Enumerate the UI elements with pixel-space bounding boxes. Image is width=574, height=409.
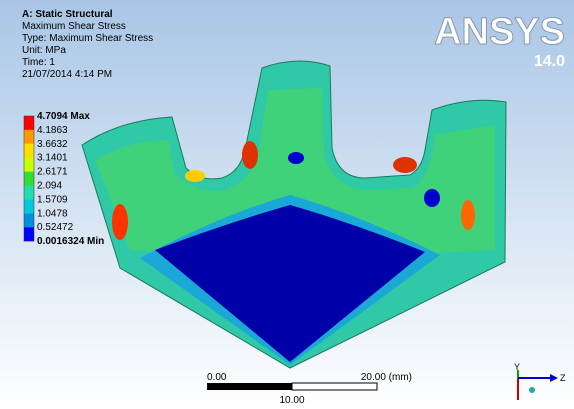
scale-left: 0.00 — [207, 372, 227, 383]
scale-black — [207, 383, 292, 390]
legend-label: 1.0478 — [37, 208, 68, 219]
legend-swatch — [24, 227, 34, 241]
legend-label: 0.52472 — [37, 222, 74, 233]
legend-label: 3.1401 — [37, 153, 68, 164]
legend-swatch — [24, 116, 34, 130]
hot-spot — [112, 204, 128, 240]
viewport: A: Static Structural Maximum Shear Stres… — [0, 0, 574, 409]
legend-swatch — [24, 158, 34, 172]
legend-label: 4.1863 — [37, 125, 68, 136]
logo-version: 14.0 — [534, 53, 565, 70]
header-line: Type: Maximum Shear Stress — [22, 33, 153, 44]
hot-spot — [242, 141, 258, 169]
legend-label: 3.6632 — [37, 139, 68, 150]
header-line: Maximum Shear Stress — [22, 21, 126, 32]
legend-swatch — [24, 186, 34, 200]
header-line: Unit: MPa — [22, 45, 66, 56]
legend-swatch — [24, 172, 34, 186]
scale-middle: 10.00 — [279, 395, 304, 406]
cold-spot — [288, 152, 304, 164]
legend-swatch — [24, 130, 34, 144]
triad-y: Y — [514, 362, 520, 372]
legend-label: 2.6171 — [37, 167, 68, 178]
logo-brand: ANSYS — [434, 11, 565, 53]
scale-right: 20.00 (mm) — [361, 372, 412, 383]
legend-label: 2.094 — [37, 181, 62, 192]
hot-spot — [185, 170, 205, 182]
scale-white — [292, 383, 377, 390]
triad-z: Z — [560, 373, 566, 383]
legend-swatch — [24, 144, 34, 158]
header-line: Time: 1 — [22, 57, 55, 68]
legend-swatch — [24, 213, 34, 227]
legend-label: 1.5709 — [37, 194, 68, 205]
triad-iso — [529, 387, 535, 393]
legend-label: 0.0016324 Min — [37, 236, 104, 247]
header-line: 21/07/2014 4:14 PM — [22, 69, 112, 80]
hot-spot — [461, 200, 475, 230]
legend-swatch — [24, 199, 34, 213]
legend-label: 4.7094 Max — [37, 111, 90, 122]
title: A: Static Structural — [22, 9, 113, 20]
cold-spot — [424, 189, 440, 207]
hot-spot — [393, 157, 417, 173]
